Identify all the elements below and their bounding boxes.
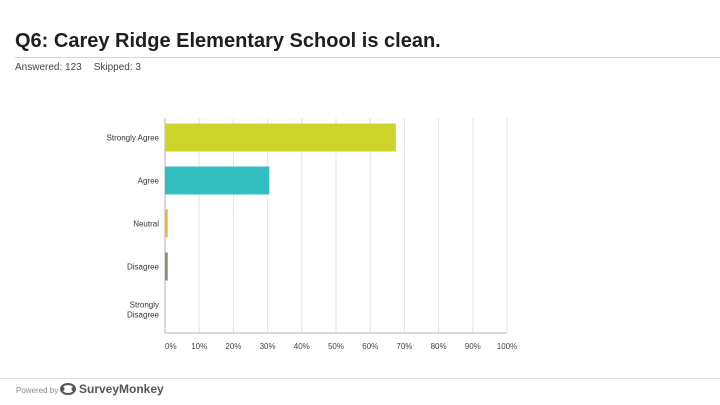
answered-count: Answered: 123 <box>15 62 82 73</box>
category-label: Neutral <box>133 220 159 229</box>
title-divider <box>15 57 720 58</box>
bar <box>165 166 270 195</box>
x-tick-label: 0% <box>165 342 177 351</box>
category-label: Strongly Disagree <box>127 301 160 320</box>
bar <box>165 252 168 281</box>
bar <box>165 209 168 238</box>
x-tick-label: 90% <box>465 342 481 351</box>
x-tick-label: 20% <box>225 342 241 351</box>
powered-by-label: Powered by <box>16 386 59 395</box>
x-tick-label: 30% <box>260 342 276 351</box>
bar <box>165 123 396 152</box>
surveymonkey-logo: SurveyMonkey <box>60 382 164 396</box>
surveymonkey-logo-icon <box>60 383 76 395</box>
x-tick-label: 80% <box>431 342 447 351</box>
x-tick-label: 50% <box>328 342 344 351</box>
page-title: Q6: Carey Ridge Elementary School is cle… <box>15 30 441 52</box>
category-label: Strongly Agree <box>107 134 160 143</box>
x-tick-label: 40% <box>294 342 310 351</box>
category-label: Disagree <box>127 263 160 272</box>
x-tick-label: 60% <box>362 342 378 351</box>
category-label: Agree <box>138 177 160 186</box>
footer-divider <box>0 378 720 379</box>
x-tick-label: 70% <box>396 342 412 351</box>
response-stats: Answered: 123 Skipped: 3 <box>15 62 141 73</box>
x-tick-label: 10% <box>191 342 207 351</box>
x-tick-label: 100% <box>497 342 517 351</box>
logo-text: SurveyMonkey <box>79 382 164 396</box>
skipped-count: Skipped: 3 <box>93 62 141 73</box>
